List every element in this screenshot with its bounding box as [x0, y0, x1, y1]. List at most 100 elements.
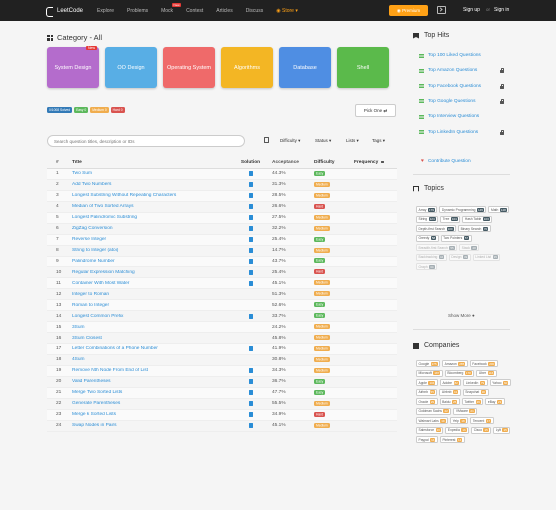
company-tag[interactable]: Airbnb 41 [439, 388, 461, 396]
problem-title-link[interactable]: Regular Expression Matching [72, 269, 135, 275]
company-tag[interactable]: Salesforce 16 [416, 426, 444, 434]
solution-icon[interactable] [248, 204, 253, 210]
problem-title-link[interactable]: Generate Parentheses [72, 401, 121, 407]
nav-mock[interactable]: Mock New [161, 2, 182, 14]
top-hits-item[interactable]: Top Facebook Questions [419, 84, 481, 89]
problem-title-link[interactable]: Letter Combinations of a Phone Number [72, 346, 158, 352]
company-tag[interactable]: Goldman Sachs 22 [416, 407, 452, 415]
status-filter[interactable]: Status ▾ [315, 138, 332, 143]
top-hits-item[interactable]: Top Interview Questions [419, 114, 479, 119]
company-tag[interactable]: Uber 116 [476, 369, 497, 377]
solution-icon[interactable] [248, 182, 253, 188]
solution-icon[interactable] [248, 379, 253, 385]
nav-problems[interactable]: Problems [126, 7, 149, 14]
solution-icon[interactable] [248, 258, 253, 264]
company-tag[interactable]: Baidu 25 [439, 398, 460, 405]
category-card[interactable]: Database [279, 47, 331, 88]
header-acceptance[interactable]: Acceptance [272, 159, 299, 165]
pick-one-button[interactable]: Pick One ⇄ [355, 104, 396, 117]
sign-in-link[interactable]: Sign in [494, 7, 510, 13]
topic-tag[interactable]: Graph 34 [416, 263, 438, 270]
topic-tag[interactable]: Tree 104 [440, 215, 461, 223]
company-tag[interactable]: Adobe 82 [439, 379, 462, 386]
lists-filter[interactable]: Lists ▾ [346, 138, 359, 143]
top-hits-item[interactable]: Top LinkedIn Questions [419, 130, 478, 135]
category-card[interactable]: OO Design [105, 47, 157, 88]
topic-tag[interactable]: Hash Table 103 [462, 215, 493, 223]
tags-filter[interactable]: Tags ▾ [372, 138, 386, 143]
problem-title-link[interactable]: ZigZag Conversion [72, 226, 113, 232]
nav-discuss[interactable]: Discuss [245, 7, 264, 14]
header-title[interactable]: Title [72, 159, 82, 165]
company-tag[interactable]: Microsoft 187 [416, 369, 443, 377]
solution-icon[interactable] [248, 313, 253, 319]
company-tag[interactable]: Amazon 285 [442, 360, 468, 367]
company-tag[interactable]: Paypal 14 [416, 436, 438, 443]
company-tag[interactable]: Pinterest 14 [439, 436, 465, 443]
solution-icon[interactable] [248, 171, 253, 177]
company-tag[interactable]: LinkedIn 79 [463, 379, 488, 386]
problem-title-link[interactable]: Container With Most Water [72, 280, 130, 286]
solution-icon[interactable] [248, 423, 253, 429]
problem-title-link[interactable]: Valid Parentheses [72, 379, 111, 385]
document-icon[interactable] [264, 137, 269, 143]
solution-icon[interactable] [248, 368, 253, 374]
solution-icon[interactable] [248, 390, 253, 396]
solution-icon[interactable] [248, 193, 253, 199]
header-solution[interactable]: Solution [240, 159, 261, 165]
nav-articles[interactable]: Articles [216, 7, 233, 14]
company-tag[interactable]: Snapchat 30 [462, 388, 489, 396]
problem-title-link[interactable]: 3Sum Closest [72, 335, 102, 341]
topic-tag[interactable]: Greedy 58 [416, 234, 439, 242]
topic-tag[interactable]: Dynamic Programming 145 [439, 206, 487, 213]
problem-title-link[interactable]: Remove Nth Node From End of List [72, 368, 148, 374]
problem-title-link[interactable]: Longest Substring Without Repeating Char… [72, 193, 177, 199]
problem-title-link[interactable]: Longest Palindromic Substring [72, 215, 138, 221]
company-tag[interactable]: Oracle 29 [416, 398, 438, 405]
topic-tag[interactable]: Design 39 [448, 253, 471, 261]
company-tag[interactable]: VMware 21 [453, 407, 478, 415]
solution-icon[interactable] [248, 215, 253, 221]
problem-title-link[interactable]: Add Two Numbers [72, 182, 112, 188]
company-tag[interactable]: Apple 104 [416, 379, 438, 386]
solution-icon[interactable] [248, 237, 253, 243]
problem-title-link[interactable]: Merge k Sorted Lists [72, 412, 116, 418]
problem-title-link[interactable]: Integer to Roman [72, 291, 110, 297]
header-frequency[interactable]: Frequency [348, 160, 397, 165]
category-card[interactable]: System Design New [47, 46, 99, 88]
topic-tag[interactable]: Backtracking 44 [416, 253, 447, 261]
problem-title-link[interactable]: String to Integer (atoi) [72, 248, 119, 254]
problem-title-link[interactable]: Longest Common Prefix [72, 313, 124, 319]
company-tag[interactable]: Facebook 200 [469, 360, 498, 367]
company-tag[interactable]: Yahoo 60 [489, 379, 511, 386]
category-card[interactable]: Shell [337, 47, 389, 88]
problem-title-link[interactable]: Roman to Integer [72, 302, 110, 308]
company-tag[interactable]: Expedia 16 [445, 426, 470, 434]
solution-icon[interactable] [248, 346, 253, 352]
topic-tag[interactable]: Depth-first Search 100 [416, 225, 457, 232]
company-tag[interactable]: eBay 23 [485, 398, 505, 405]
show-more-button[interactable]: Show More ● [448, 313, 475, 318]
topic-tag[interactable]: String 124 [416, 215, 439, 223]
problem-title-link[interactable]: 3Sum [72, 324, 85, 330]
company-tag[interactable]: Airbnb 55 [416, 388, 438, 396]
company-tag[interactable]: Lyft 15 [493, 426, 511, 434]
sign-up-link[interactable]: Sign up [463, 7, 480, 13]
nav-store[interactable]: ◉ Store ▾ [276, 7, 298, 14]
topic-tag[interactable]: Linked List 35 [472, 253, 501, 261]
header-num[interactable]: # [56, 159, 59, 165]
difficulty-filter[interactable]: Difficulty ▾ [280, 138, 301, 143]
topic-tag[interactable]: Two Pointers 57 [440, 234, 472, 242]
problem-title-link[interactable]: Median of Two Sorted Arrays [72, 204, 134, 210]
problem-title-link[interactable]: Two Sum [72, 171, 92, 177]
solution-icon[interactable] [248, 280, 253, 286]
problem-title-link[interactable]: 4Sum [72, 357, 85, 363]
company-tag[interactable]: Walmart Labs 19 [416, 417, 449, 424]
topic-tag[interactable]: Binary Search 70 [458, 225, 491, 232]
company-tag[interactable]: Tencent 17 [470, 417, 494, 424]
console-icon[interactable] [437, 6, 446, 14]
company-tag[interactable]: Yelp 18 [450, 417, 469, 424]
search-input[interactable] [47, 135, 245, 147]
topic-tag[interactable]: Stack 48 [459, 244, 480, 251]
top-hits-item[interactable]: Top Amazon Questions [419, 68, 477, 73]
